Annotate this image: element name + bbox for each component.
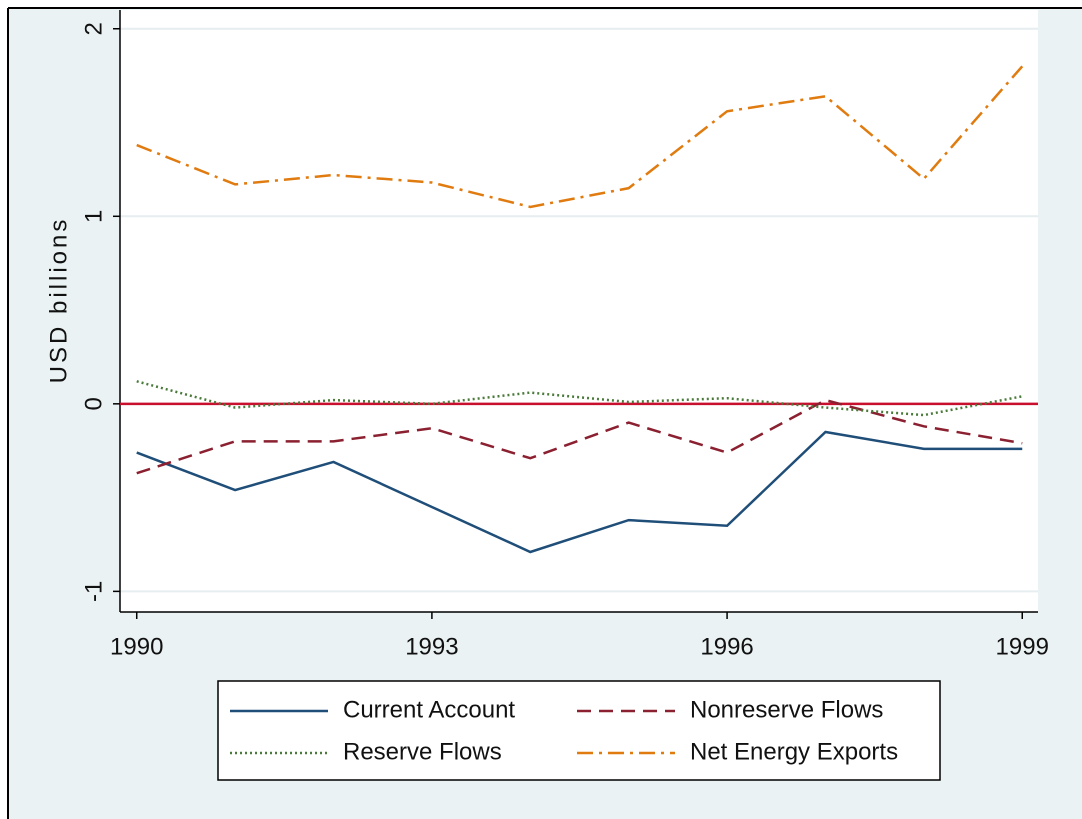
series-line	[136, 430, 1023, 554]
plot-area	[120, 10, 1038, 612]
y-tick-label: 2	[80, 22, 107, 35]
series-line	[136, 380, 1023, 417]
legend	[217, 680, 941, 781]
y-axis-label: USD billions	[45, 217, 72, 384]
legend-label: Current Account	[343, 696, 515, 723]
x-tick-label: 1999	[996, 633, 1049, 660]
x-tick-label: 1993	[405, 633, 458, 660]
x-tick-label: 1996	[700, 633, 753, 660]
series-line	[136, 65, 1024, 209]
x-tick-label: 1990	[110, 633, 163, 660]
y-tick-label: 0	[80, 397, 107, 410]
legend-label: Nonreserve Flows	[690, 696, 883, 723]
y-tick-label: 1	[80, 210, 107, 223]
series-line	[136, 398, 1023, 475]
legend-label: Net Energy Exports	[690, 738, 898, 765]
legend-label: Reserve Flows	[343, 738, 502, 765]
y-tick-label: -1	[80, 581, 107, 602]
